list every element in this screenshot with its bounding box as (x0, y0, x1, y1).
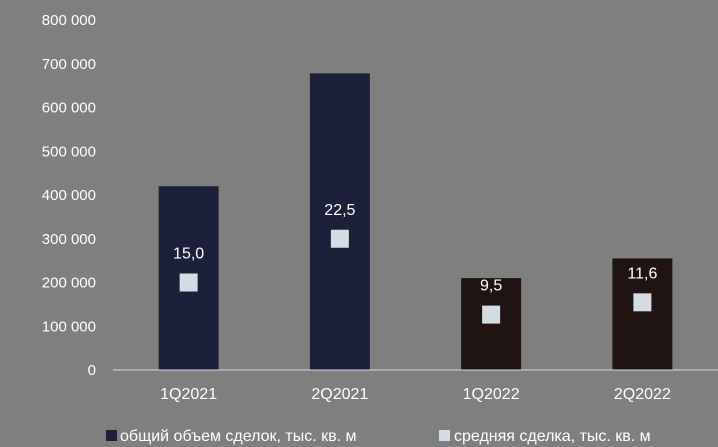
bar (309, 73, 370, 370)
y-tick-label: 600 000 (42, 100, 96, 117)
x-tick-label: 2Q2021 (311, 386, 368, 403)
x-tick-label: 1Q2021 (160, 386, 217, 403)
y-tick-label: 100 000 (42, 318, 96, 335)
data-label: 11,6 (627, 265, 657, 282)
marker-point (179, 273, 198, 292)
marker-point (330, 229, 349, 248)
y-axis: 0 100 000 200 000 300 000 400 000 500 000 600 … (42, 12, 96, 379)
legend-label: общий объем сделок, тыс. кв. м (120, 428, 357, 445)
legend-swatch (439, 430, 450, 441)
marker-point (482, 305, 501, 324)
y-tick-label: 700 000 (42, 56, 96, 73)
y-tick-label: 400 000 (42, 187, 96, 204)
data-label: 15,0 (173, 246, 204, 263)
bar (612, 258, 673, 370)
legend: общий объем сделок, тыс. кв. м средняя сд… (106, 428, 651, 445)
y-tick-label: 0 (88, 362, 96, 379)
y-tick-label: 300 000 (42, 231, 96, 248)
y-tick-label: 500 000 (42, 143, 96, 160)
legend-label: средняя сделка, тыс. кв. м (454, 428, 651, 445)
x-tick-label: 2Q2022 (614, 386, 671, 403)
bar (461, 278, 522, 370)
data-label: 9,5 (480, 278, 502, 295)
marker-point (633, 293, 652, 312)
y-tick-label: 800 000 (42, 12, 96, 29)
marker-series: 15,0 22,5 9,5 11,6 (173, 202, 657, 324)
x-tick-label: 1Q2022 (463, 386, 520, 403)
data-label: 22,5 (324, 202, 355, 219)
bar-series (158, 73, 673, 370)
x-axis: 1Q2021 2Q2021 1Q2022 2Q2022 (113, 369, 718, 403)
legend-swatch (106, 430, 117, 441)
y-tick-label: 200 000 (42, 275, 96, 292)
